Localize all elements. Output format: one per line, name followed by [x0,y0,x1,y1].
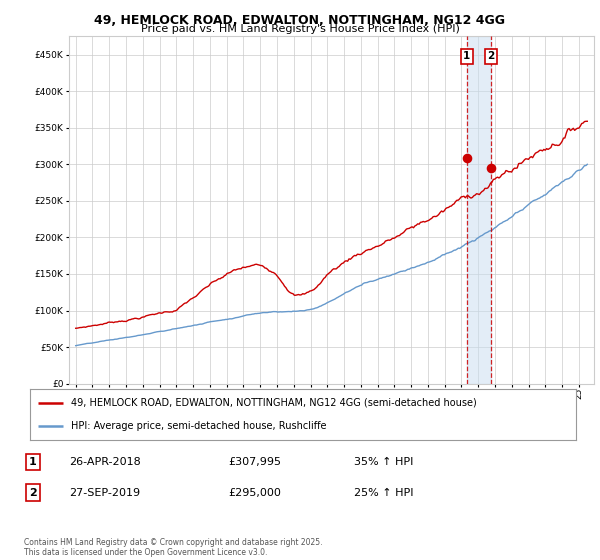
Text: Price paid vs. HM Land Registry's House Price Index (HPI): Price paid vs. HM Land Registry's House … [140,24,460,34]
Text: 2: 2 [487,51,494,61]
Text: HPI: Average price, semi-detached house, Rushcliffe: HPI: Average price, semi-detached house,… [71,421,326,431]
Text: £295,000: £295,000 [228,488,281,498]
Text: 1: 1 [463,51,470,61]
Text: 35% ↑ HPI: 35% ↑ HPI [354,457,413,467]
Text: 2: 2 [29,488,37,498]
Point [486,164,496,172]
Text: 27-SEP-2019: 27-SEP-2019 [69,488,140,498]
Text: 26-APR-2018: 26-APR-2018 [69,457,141,467]
Bar [467,36,491,384]
Point [462,154,472,163]
Text: 25% ↑ HPI: 25% ↑ HPI [354,488,413,498]
Text: 1: 1 [29,457,37,467]
Text: £307,995: £307,995 [228,457,281,467]
Text: 49, HEMLOCK ROAD, EDWALTON, NOTTINGHAM, NG12 4GG: 49, HEMLOCK ROAD, EDWALTON, NOTTINGHAM, … [95,14,505,27]
Text: Contains HM Land Registry data © Crown copyright and database right 2025.
This d: Contains HM Land Registry data © Crown c… [24,538,323,557]
Text: 49, HEMLOCK ROAD, EDWALTON, NOTTINGHAM, NG12 4GG (semi-detached house): 49, HEMLOCK ROAD, EDWALTON, NOTTINGHAM, … [71,398,476,408]
